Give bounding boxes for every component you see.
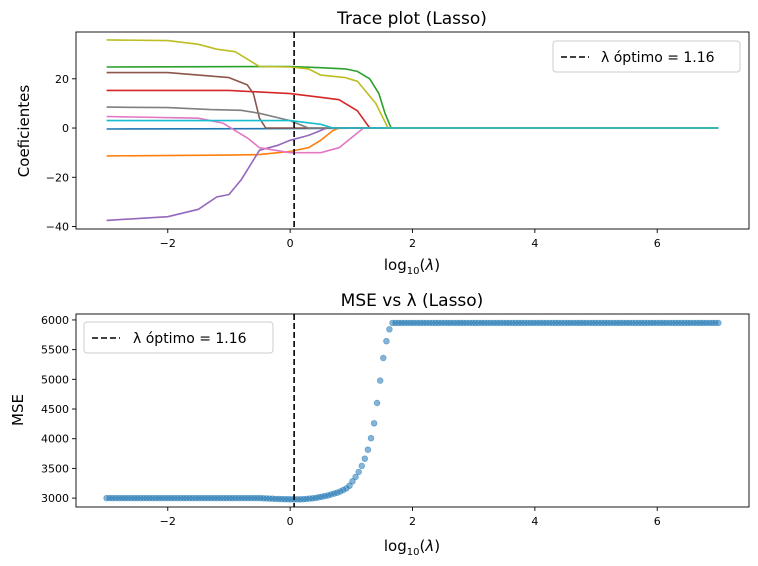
legend-label: λ óptimo = 1.16 <box>601 50 715 66</box>
legend-box <box>552 40 741 73</box>
coefficient-line-3 <box>106 65 719 129</box>
y-tick-label: 3500 <box>41 462 69 475</box>
trace-plot-yticks: −40 −20 0 20 <box>46 73 76 234</box>
y-tick-label: 0 <box>62 122 69 135</box>
legend-label: λ óptimo = 1.16 <box>133 331 247 347</box>
coefficient-line-2 <box>106 127 719 157</box>
mse-plot-xlabel: log10(λ) <box>384 537 440 558</box>
x-tick-label: −2 <box>160 237 176 250</box>
mse-points <box>103 319 722 503</box>
coefficient-line-6 <box>106 71 719 129</box>
trace-plot-legend[interactable]: λ óptimo = 1.16 <box>552 40 741 73</box>
trace-plot-title: Trace plot (Lasso) <box>336 9 487 29</box>
mse-point <box>373 399 381 407</box>
y-tick-label: 5000 <box>41 373 69 386</box>
trace-plot-ylabel: Coeficientes <box>15 85 33 178</box>
y-tick-label: −20 <box>46 171 69 184</box>
coefficient-line-10 <box>106 119 719 129</box>
mse-point <box>367 435 375 442</box>
coefficient-line-4 <box>106 89 719 129</box>
coefficient-line-8 <box>106 106 719 129</box>
y-tick-label: 4000 <box>41 433 69 446</box>
mse-plot-legend[interactable]: λ óptimo = 1.16 <box>83 321 274 354</box>
mse-plot: MSE vs λ (Lasso) −2 0 2 4 6 3000 3500 4000 4500… <box>9 291 750 558</box>
coefficient-line-7 <box>106 115 719 154</box>
x-tick-label: 0 <box>287 237 294 250</box>
y-tick-label: 4500 <box>41 403 69 416</box>
y-tick-label: 20 <box>55 73 69 86</box>
mse-point <box>352 473 359 481</box>
y-tick-label: 5500 <box>41 344 69 357</box>
mse-plot-yticks: 3000 3500 4000 4500 5000 5500 6000 <box>41 314 76 505</box>
y-tick-label: 3000 <box>41 492 69 505</box>
x-tick-label: 6 <box>654 515 661 528</box>
mse-plot-title: MSE vs λ (Lasso) <box>341 291 484 311</box>
mse-point <box>386 326 393 333</box>
x-tick-label: 6 <box>654 237 661 250</box>
trace-plot-xlabel: log10(λ) <box>384 256 440 277</box>
y-tick-label: 6000 <box>41 314 69 327</box>
mse-point <box>364 446 372 453</box>
legend-box <box>83 321 274 354</box>
mse-point <box>715 319 722 327</box>
trace-plot-xticks: −2 0 2 4 6 <box>160 229 661 250</box>
mse-plot-ylabel: MSE <box>9 394 27 426</box>
mse-point <box>383 338 390 345</box>
coefficient-line-5 <box>106 127 719 222</box>
mse-point <box>346 482 353 489</box>
mse-point <box>358 462 365 470</box>
mse-point <box>349 478 356 485</box>
trace-plot-series <box>106 39 719 222</box>
mse-point <box>370 420 378 427</box>
x-tick-label: −2 <box>160 515 176 528</box>
mse-plot-xticks: −2 0 2 4 6 <box>160 507 661 528</box>
y-tick-label: −40 <box>46 221 69 234</box>
x-tick-label: 4 <box>531 237 538 250</box>
mse-point <box>377 377 384 384</box>
mse-point <box>355 468 362 476</box>
x-tick-label: 0 <box>287 515 294 528</box>
mse-point <box>380 354 387 362</box>
mse-point <box>361 455 368 462</box>
x-tick-label: 2 <box>409 237 416 250</box>
x-tick-label: 4 <box>531 515 538 528</box>
coefficient-line-9 <box>106 39 719 129</box>
x-tick-label: 2 <box>409 515 416 528</box>
